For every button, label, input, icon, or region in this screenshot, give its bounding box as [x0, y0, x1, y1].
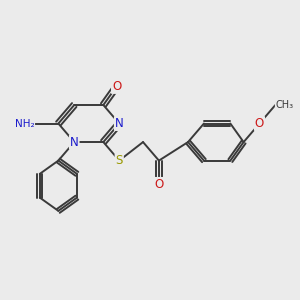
Text: NH₂: NH₂	[15, 118, 34, 128]
Text: N: N	[115, 117, 124, 130]
Text: CH₃: CH₃	[275, 100, 293, 110]
Text: O: O	[112, 80, 121, 93]
Text: S: S	[116, 154, 123, 167]
Text: N: N	[70, 136, 79, 148]
Text: O: O	[154, 178, 164, 191]
Text: O: O	[255, 117, 264, 130]
